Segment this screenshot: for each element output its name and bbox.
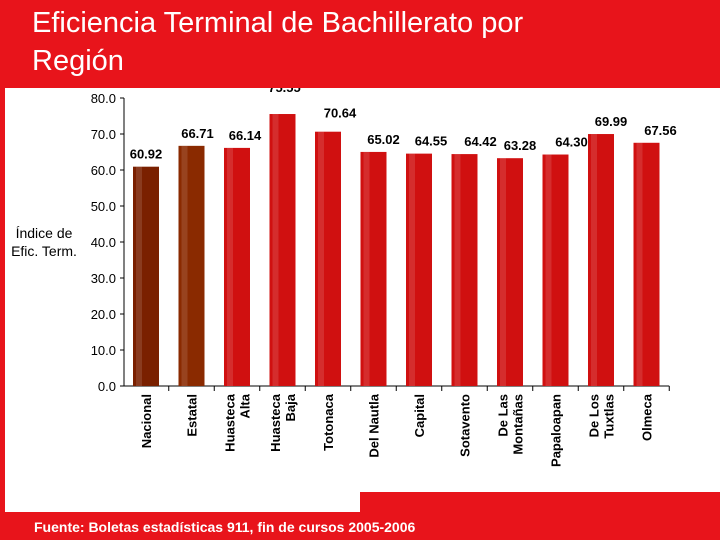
bar-highlight [545,154,552,386]
bar-value-label: 64.42 [464,134,497,149]
y-axis-label: Índice de Efic. Term. [4,224,84,260]
x-category-label: Nacional [139,394,154,448]
bar-value-label: 65.02 [367,132,400,147]
bar [133,166,159,386]
x-category-label: De Los [587,394,602,437]
bar-highlight [454,154,461,386]
x-category-label: Alta [238,393,253,418]
bar-highlight [272,114,279,386]
x-category-label: Del Nautla [367,393,382,457]
y-tick-label: 30.0 [91,271,116,286]
bar [451,154,478,386]
bar [542,154,569,386]
bar [178,145,205,386]
y-tick-label: 50.0 [91,199,116,214]
bar-highlight [136,166,142,386]
bar-chart: 0.0 10.0 20.0 30.0 40.0 50.0 60.0 70.0 80.0 60.92… [91,88,677,467]
bar-value-label: 67.56 [644,123,677,138]
y-tick-label: 10.0 [91,343,116,358]
x-category-label: Montañas [511,394,526,455]
bar [360,151,387,386]
bar-highlight [500,158,506,386]
x-category-label: Baja [283,393,298,421]
footer-bar [0,512,720,540]
y-tick-label: 80.0 [91,91,116,106]
bar-highlight [363,151,370,386]
bar-highlight [227,147,233,386]
bar-value-label: 63.28 [504,138,537,153]
bar-value-label: 60.92 [130,147,163,162]
source-note: Fuente: Boletas estadísticas 911, fin de… [34,519,416,535]
x-category-label: Capital [412,394,427,437]
footer-accent-bar [360,492,720,512]
bar-value-label: 69.99 [595,114,628,129]
bar-value-label: 75.55 [268,88,301,95]
y-axis-label-line1: Índice de [15,225,73,241]
slide-title-line1: Eficiencia Terminal de Bachillerato por [32,7,524,39]
bar-value-label: 64.55 [415,134,448,149]
x-category-label: Papaloapan [549,394,564,467]
left-accent-rule [0,88,5,540]
bar [588,134,614,386]
bar-highlight [409,153,415,386]
x-category-label: Olmeca [640,393,655,441]
x-category-label: Estatal [185,394,200,437]
x-category-label: De Las [496,394,511,437]
bar-value-label: 66.14 [229,128,262,143]
bar [497,158,523,386]
x-category-label: Huasteca [223,393,238,452]
bar-highlight [318,131,324,386]
x-category-label: Huasteca [268,393,283,452]
x-category-label: Totonaca [321,393,336,451]
y-axis-label-line2: Efic. Term. [11,243,77,259]
bar-value-label: 66.71 [181,126,214,141]
bar [269,114,296,386]
bar-value-label: 64.30 [555,135,588,150]
y-tick-label: 0.0 [98,379,116,394]
bar [633,142,660,386]
x-category-label: Sotavento [458,394,473,457]
title-banner: Eficiencia Terminal de Bachillerato por … [0,0,720,88]
y-tick-label: 40.0 [91,235,116,250]
slide-title: Eficiencia Terminal de Bachillerato por … [32,4,702,80]
bar [315,131,341,386]
bar-value-label: 70.64 [324,106,357,121]
slide-title-line2: Región [32,45,124,77]
x-category-label: Tuxtlas [602,394,617,439]
bar-highlight [181,145,188,386]
y-tick-label: 60.0 [91,163,116,178]
y-tick-label: 70.0 [91,127,116,142]
bar [224,147,250,386]
bar [406,153,432,386]
y-tick-label: 20.0 [91,307,116,322]
bar-highlight [591,134,597,386]
bar-highlight [636,142,643,386]
